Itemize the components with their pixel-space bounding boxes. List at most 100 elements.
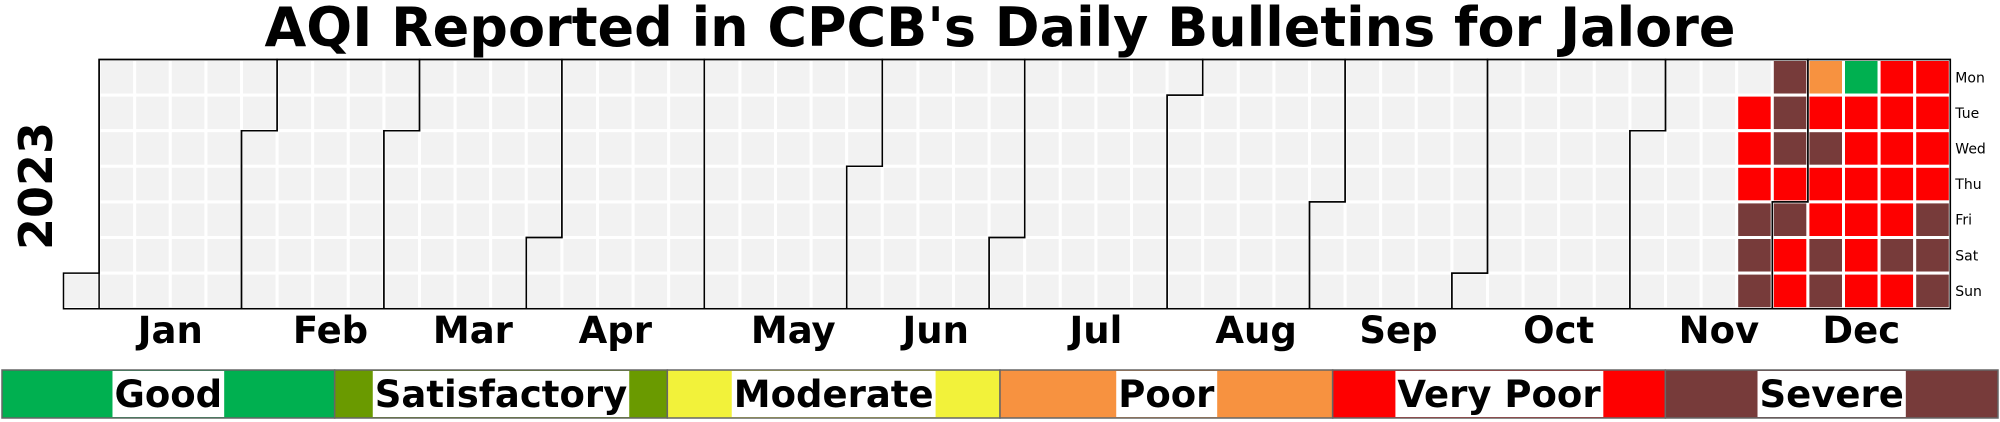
day-cell-2023-07-26 bbox=[1130, 129, 1169, 168]
day-cell-2023-01-16 bbox=[168, 58, 208, 97]
day-cell-2023-06-13 bbox=[916, 93, 956, 133]
day-cell-2023-06-20 bbox=[952, 93, 991, 133]
day-cell-2023-11-17 bbox=[1699, 200, 1739, 239]
day-cell-2023-04-25 bbox=[667, 93, 706, 133]
legend-label-severe: Severe bbox=[1760, 373, 1904, 416]
day-cell-2023-07-10 bbox=[1058, 58, 1098, 97]
day-cell-2023-05-12 bbox=[738, 200, 778, 239]
day-cell-2023-09-13 bbox=[1379, 129, 1418, 168]
day-cell-2023-04-18 bbox=[631, 93, 671, 133]
day-cell-2023-08-29 bbox=[1308, 93, 1347, 133]
day-cell-2023-09-22 bbox=[1414, 200, 1454, 239]
day-cell-2023-11-28 bbox=[1770, 93, 1810, 133]
day-cell-2023-12-17 bbox=[1842, 271, 1881, 311]
day-cell-2023-10-11 bbox=[1521, 129, 1561, 168]
weekday-label-thu: Thu bbox=[1954, 177, 1981, 193]
day-cell-2023-07-15 bbox=[1058, 236, 1098, 275]
day-cell-2023-07-16 bbox=[1058, 271, 1098, 311]
day-cell-2023-05-16 bbox=[774, 93, 813, 133]
day-cell-2023-12-22 bbox=[1877, 200, 1917, 239]
day-cell-2023-07-07 bbox=[1023, 200, 1062, 239]
calendar-frame bbox=[98, 58, 1952, 310]
day-cell-2023-06-12 bbox=[916, 58, 956, 97]
day-cell-2023-07-13 bbox=[1058, 164, 1098, 204]
day-cell-2023-03-03 bbox=[382, 200, 421, 239]
day-cell-2023-11-30 bbox=[1770, 164, 1810, 204]
day-cell-2023-03-28 bbox=[524, 93, 564, 133]
day-cell-2023-06-30 bbox=[987, 200, 1027, 239]
day-cell-2023-11-02 bbox=[1628, 164, 1668, 204]
day-cell-2023-09-20 bbox=[1414, 129, 1454, 168]
day-cell-2023-09-04 bbox=[1343, 58, 1383, 97]
day-cell-2023-02-18 bbox=[311, 236, 350, 275]
day-cell-2023-08-23 bbox=[1272, 129, 1312, 168]
day-cell-2023-01-11 bbox=[133, 129, 172, 168]
day-cell-2023-05-08 bbox=[738, 58, 778, 97]
day-cell-2023-05-01 bbox=[702, 58, 742, 97]
day-cell-2023-04-14 bbox=[596, 200, 635, 239]
day-cell-2023-03-23 bbox=[489, 164, 528, 204]
day-cell-2023-04-28 bbox=[667, 200, 706, 239]
day-cell-2023-12-20 bbox=[1877, 129, 1917, 168]
day-cell-2023-10-06 bbox=[1486, 200, 1525, 239]
day-cell-2023-08-08 bbox=[1201, 93, 1240, 133]
weekday-label-wed: Wed bbox=[1955, 142, 1986, 158]
day-cell-2023-05-18 bbox=[774, 164, 813, 204]
day-cell-2023-03-10 bbox=[418, 200, 457, 239]
day-cell-2023-10-07 bbox=[1486, 236, 1525, 275]
day-cell-2023-08-13 bbox=[1201, 271, 1240, 311]
day-cell-2023-12-02 bbox=[1770, 236, 1810, 275]
day-cell-2023-07-08 bbox=[1023, 236, 1062, 275]
day-cell-2023-03-07 bbox=[418, 93, 457, 133]
day-cell-2023-07-11 bbox=[1058, 93, 1098, 133]
day-cell-2023-07-01 bbox=[987, 236, 1027, 275]
day-cell-2023-07-29 bbox=[1130, 236, 1169, 275]
day-cell-2023-02-04 bbox=[240, 236, 279, 275]
day-cell-2023-05-24 bbox=[809, 129, 849, 168]
day-cell-2023-01-19 bbox=[168, 164, 208, 204]
day-cell-2023-01-28 bbox=[204, 236, 243, 275]
day-cell-2023-10-08 bbox=[1486, 271, 1525, 311]
day-cell-2023-12-01 bbox=[1770, 200, 1810, 239]
day-cell-2023-07-05 bbox=[1023, 129, 1062, 168]
legend-label-bg-very-poor bbox=[1395, 371, 1604, 417]
day-cell-2023-07-04 bbox=[1023, 93, 1062, 133]
day-cell-2023-03-25 bbox=[489, 236, 528, 275]
day-cell-2023-02-07 bbox=[275, 93, 315, 133]
day-cell-2023-11-03 bbox=[1628, 200, 1668, 239]
day-cell-2023-02-24 bbox=[346, 200, 386, 239]
day-cell-2023-11-29 bbox=[1770, 129, 1810, 168]
day-cell-2023-01-01 bbox=[62, 271, 101, 311]
day-cell-2023-06-25 bbox=[952, 271, 991, 311]
day-cell-2023-10-15 bbox=[1521, 271, 1561, 311]
weekday-label-tue: Tue bbox=[1954, 106, 1979, 122]
day-cell-2023-07-20 bbox=[1094, 164, 1134, 204]
legend-label-bg-poor bbox=[1116, 371, 1218, 417]
day-cell-2023-01-12 bbox=[133, 164, 172, 204]
day-cell-2023-06-02 bbox=[845, 200, 884, 239]
day-cell-2023-10-14 bbox=[1521, 236, 1561, 275]
day-cell-2023-05-13 bbox=[738, 236, 778, 275]
day-cell-2023-08-16 bbox=[1236, 129, 1276, 168]
day-cell-2023-09-26 bbox=[1450, 93, 1490, 133]
day-cell-2023-08-03 bbox=[1165, 164, 1205, 204]
day-cell-2023-06-07 bbox=[880, 129, 920, 168]
day-cell-2023-02-08 bbox=[275, 129, 315, 168]
day-cell-2023-01-06 bbox=[97, 200, 137, 239]
day-cell-2023-12-27 bbox=[1913, 129, 1952, 168]
day-cell-2023-10-22 bbox=[1557, 271, 1596, 311]
day-cell-2023-06-21 bbox=[952, 129, 991, 168]
day-cell-2023-03-05 bbox=[382, 271, 421, 311]
day-cell-2023-07-25 bbox=[1130, 93, 1169, 133]
day-cell-2023-06-03 bbox=[845, 236, 884, 275]
day-cell-2023-10-30 bbox=[1628, 58, 1668, 97]
day-cell-2023-02-09 bbox=[275, 164, 315, 204]
day-cell-2023-04-24 bbox=[667, 58, 706, 97]
day-cell-2023-02-01 bbox=[240, 129, 279, 168]
day-cell-2023-03-17 bbox=[453, 200, 493, 239]
day-cell-2023-10-18 bbox=[1557, 129, 1596, 168]
day-cell-2023-12-03 bbox=[1770, 271, 1810, 311]
day-cell-2023-10-10 bbox=[1521, 93, 1561, 133]
day-cell-2023-09-27 bbox=[1450, 129, 1490, 168]
